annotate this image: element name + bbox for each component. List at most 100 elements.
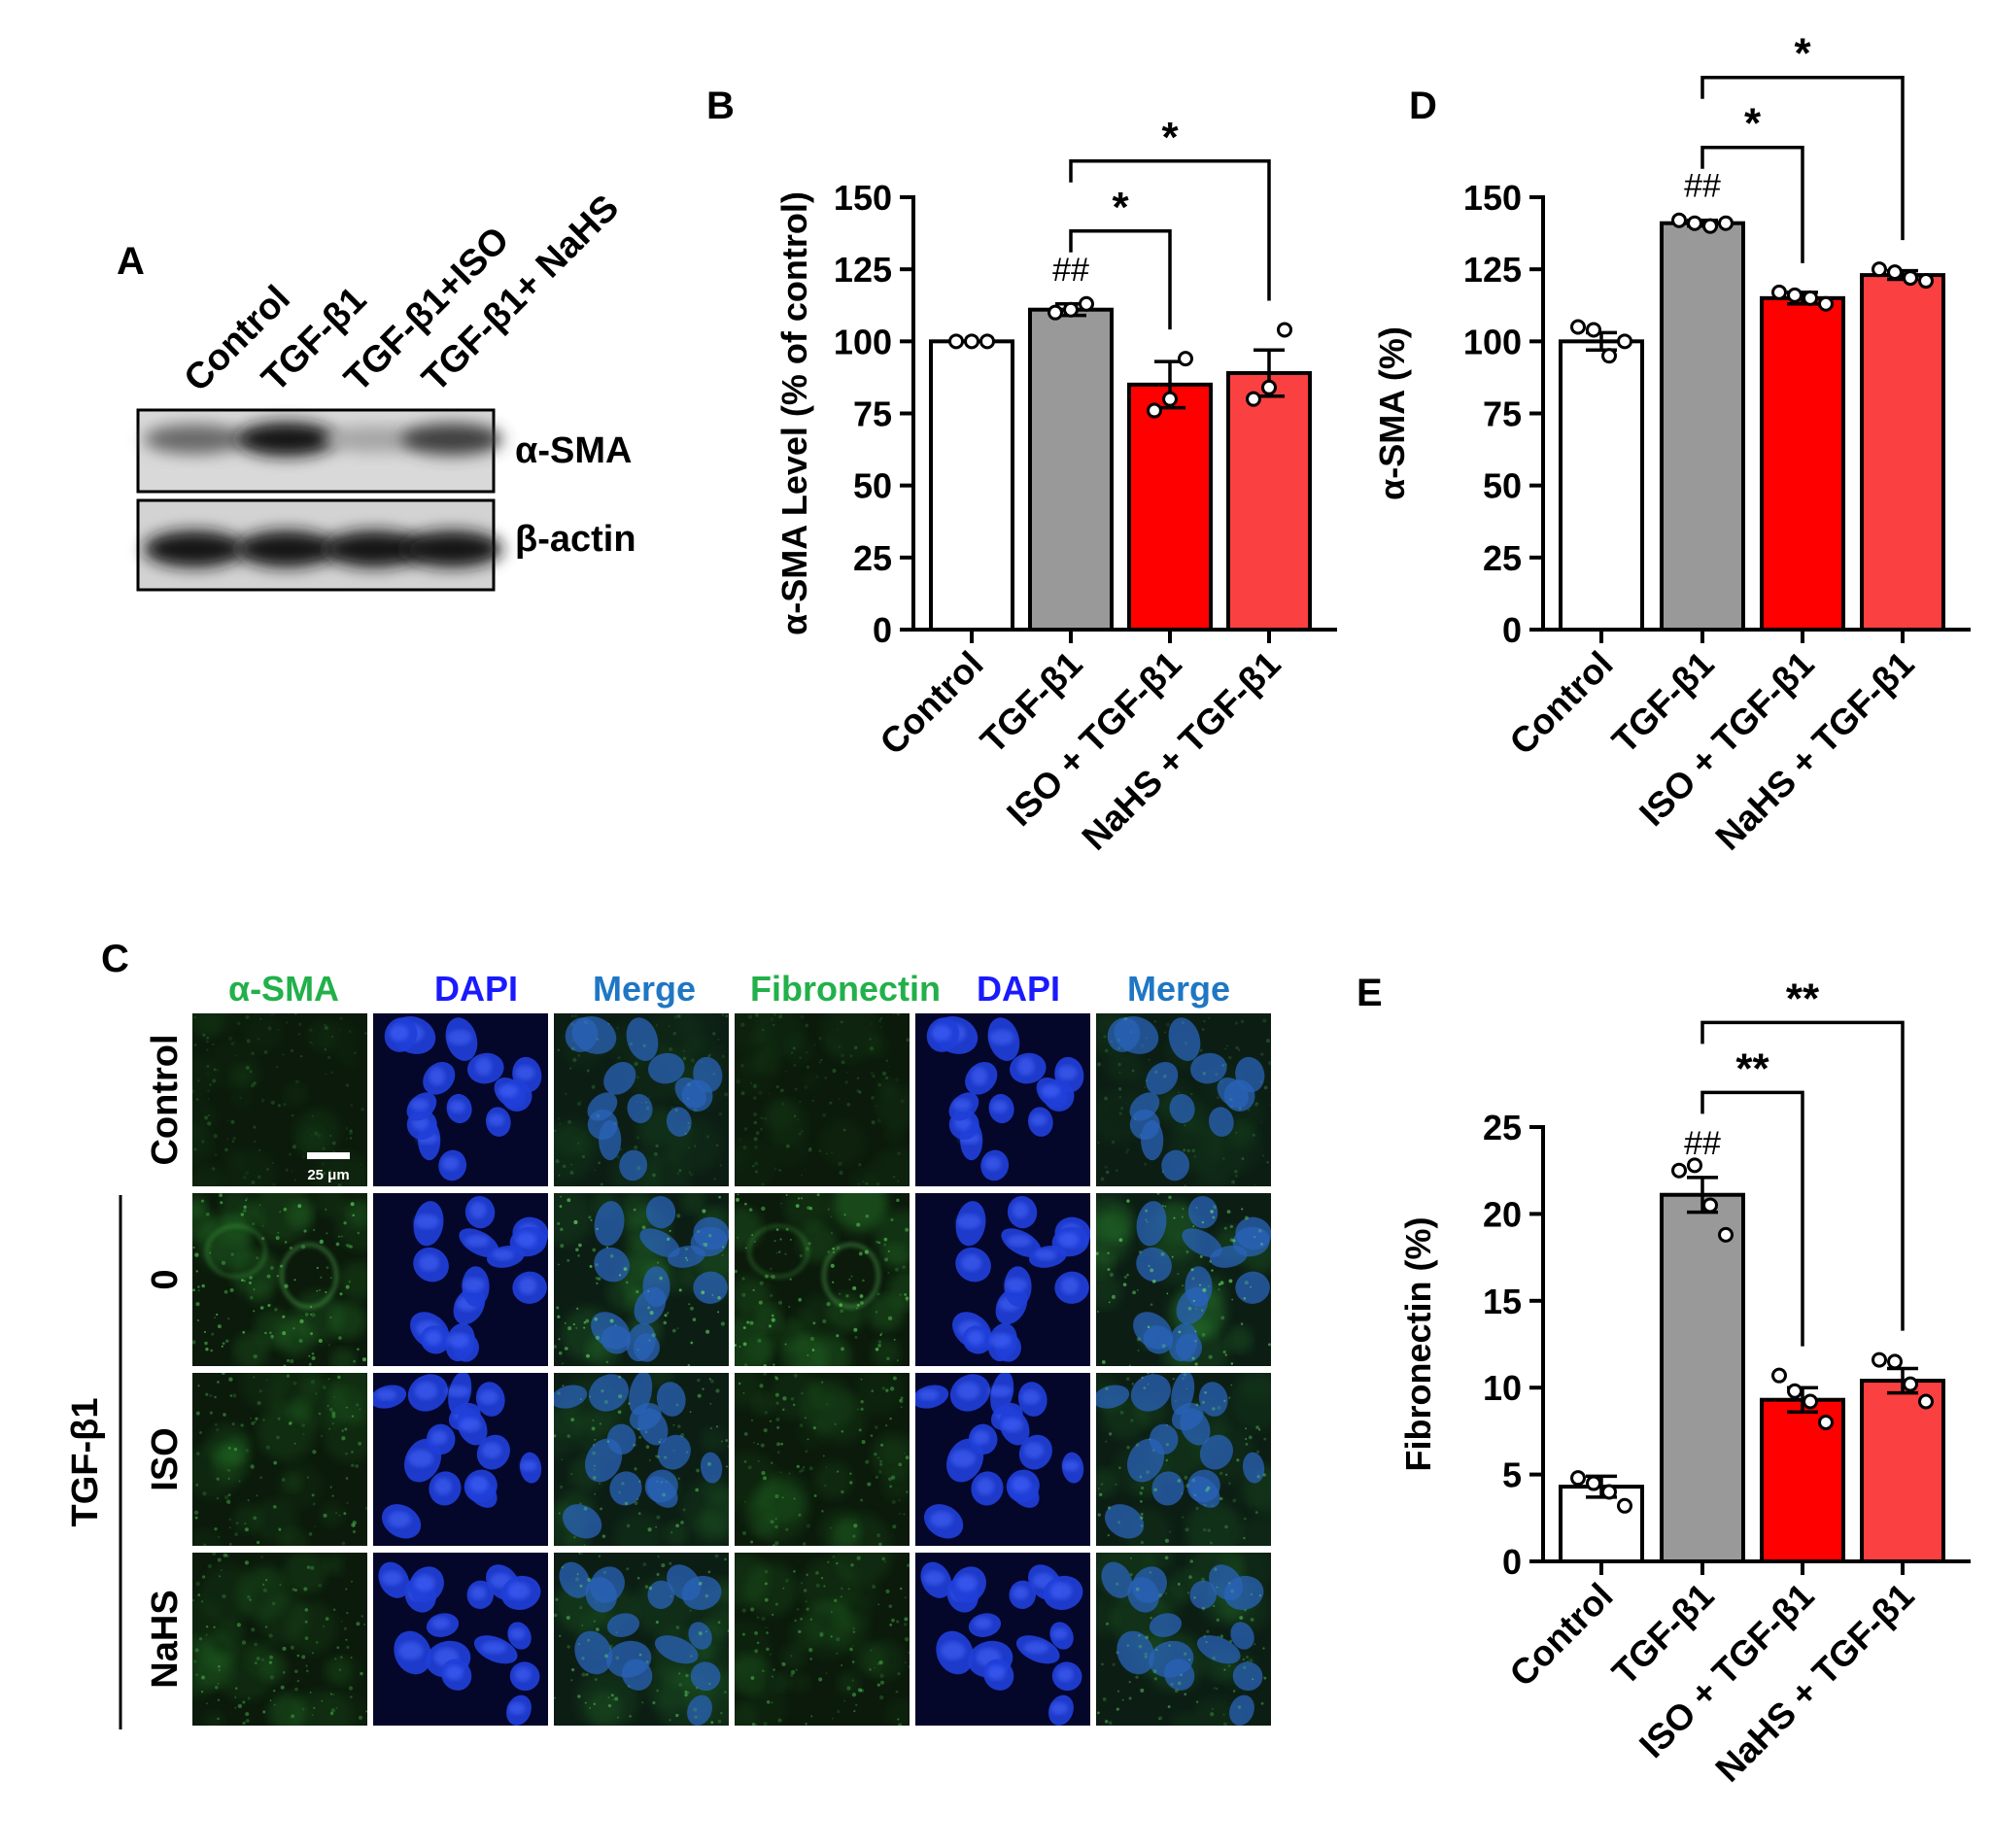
y-tick-label: 0 <box>1502 1542 1522 1582</box>
micro-tile <box>735 1373 910 1546</box>
y-tick-label: 50 <box>853 466 892 506</box>
significance-stars: * <box>1794 30 1811 78</box>
micro-column-label: Fibronectin <box>750 969 941 1009</box>
micro-tile <box>373 1553 548 1726</box>
y-tick-label: 0 <box>873 610 892 650</box>
data-point <box>1063 301 1079 318</box>
data-point <box>1586 322 1601 338</box>
blot-lane-labels: Control TGF-β1 TGF-β1+ISO TGF-β1+ NaHS <box>177 188 628 400</box>
y-tick-label: 15 <box>1483 1282 1522 1321</box>
significance-bracket <box>1700 1020 1905 1331</box>
blot-row-label-beta-actin: β-actin <box>515 519 636 560</box>
panel-label-c: C <box>101 938 129 980</box>
bar <box>1127 382 1213 633</box>
data-point <box>1147 402 1162 419</box>
bar <box>929 339 1014 632</box>
blot-band <box>236 422 337 457</box>
data-point <box>1079 295 1094 312</box>
micro-row-label: NaHS <box>145 1590 186 1688</box>
blot-band <box>401 423 502 456</box>
y-tick-label: 125 <box>1463 250 1522 290</box>
tgf-group-label: TGF-β1 <box>65 1398 106 1527</box>
micro-tile <box>915 1013 1090 1186</box>
bar <box>1860 1379 1945 1563</box>
y-tick-label: 75 <box>853 394 892 434</box>
y-tick-label: 75 <box>1483 394 1522 434</box>
blot-band <box>401 530 502 567</box>
y-axis-label: α-SMA (%) <box>1372 326 1412 500</box>
micro-tile <box>192 1373 367 1546</box>
data-point <box>1918 1393 1934 1410</box>
data-point <box>1787 1383 1803 1399</box>
western-blot: Control TGF-β1 TGF-β1+ISO TGF-β1+ NaHS α… <box>136 188 636 592</box>
micro-column-label: DAPI <box>434 969 518 1009</box>
data-point <box>1048 304 1063 321</box>
panel-label-a: A <box>117 240 145 283</box>
data-point <box>1261 379 1277 395</box>
scale-bar <box>307 1152 350 1159</box>
significance-annotation: ## <box>1684 168 1721 205</box>
panel-label-e: E <box>1357 972 1383 1014</box>
y-tick-label: 50 <box>1483 466 1522 506</box>
data-point <box>1601 348 1617 364</box>
bar <box>1226 370 1312 632</box>
blot-band <box>324 530 425 567</box>
data-point <box>1887 264 1903 281</box>
blot-band <box>144 424 245 455</box>
y-axis-label: α-SMA Level (% of control) <box>774 191 814 635</box>
significance-bracket <box>1700 1090 1804 1347</box>
micro-tile <box>1096 1013 1271 1186</box>
data-point <box>979 333 995 350</box>
bar <box>1860 273 1945 632</box>
significance-bracket <box>1069 229 1172 330</box>
micro-tile <box>915 1193 1090 1366</box>
micro-tile <box>192 1553 367 1726</box>
data-point <box>1787 287 1803 303</box>
data-point <box>1803 290 1818 306</box>
micro-tile <box>554 1553 729 1726</box>
micro-row-label: 0 <box>145 1269 186 1289</box>
significance-bracket <box>1069 159 1271 301</box>
data-point <box>1771 284 1787 300</box>
micro-tile <box>915 1373 1090 1546</box>
panel-label-b: B <box>706 85 735 127</box>
data-point <box>948 333 964 350</box>
blot-band <box>144 530 245 567</box>
data-point <box>1671 1162 1687 1179</box>
significance-bracket <box>1700 75 1905 241</box>
micro-tile <box>192 1013 367 1186</box>
data-point <box>1872 1352 1887 1368</box>
micro-tile <box>1096 1373 1271 1546</box>
bar <box>1760 295 1845 632</box>
y-tick-label: 100 <box>1463 322 1522 361</box>
data-point <box>1570 1470 1586 1487</box>
data-point <box>1702 218 1718 234</box>
bar <box>1660 221 1745 632</box>
y-tick-label: 20 <box>1483 1194 1522 1234</box>
blot-band <box>324 426 425 453</box>
y-tick-label: 25 <box>853 538 892 578</box>
scale-bar-label: 25 μm <box>307 1167 349 1183</box>
bar <box>1028 307 1114 632</box>
data-point <box>1617 333 1632 350</box>
data-point <box>1687 215 1702 231</box>
data-point <box>1718 215 1734 231</box>
micro-tile <box>735 1193 910 1366</box>
data-point <box>1617 1497 1632 1514</box>
significance-stars: ** <box>1735 1044 1769 1092</box>
data-point <box>1903 270 1918 287</box>
x-tick-label: ISO + TGF-β1 <box>1631 1576 1821 1765</box>
micro-tile <box>373 1373 548 1546</box>
chart-b: 0 25 50 75 100 125 150 α-SMA Level (% of contro… <box>774 114 1337 858</box>
micro-column-label: Merge <box>593 969 696 1009</box>
micro-tile <box>554 1013 729 1186</box>
micro-tile <box>735 1013 910 1186</box>
bar <box>1660 1192 1745 1564</box>
x-tick-label: Control <box>1502 1576 1621 1694</box>
micro-tile <box>1096 1193 1271 1366</box>
significance-stars: ** <box>1786 975 1820 1022</box>
data-point <box>1702 1197 1718 1214</box>
bar <box>1559 1485 1644 1563</box>
